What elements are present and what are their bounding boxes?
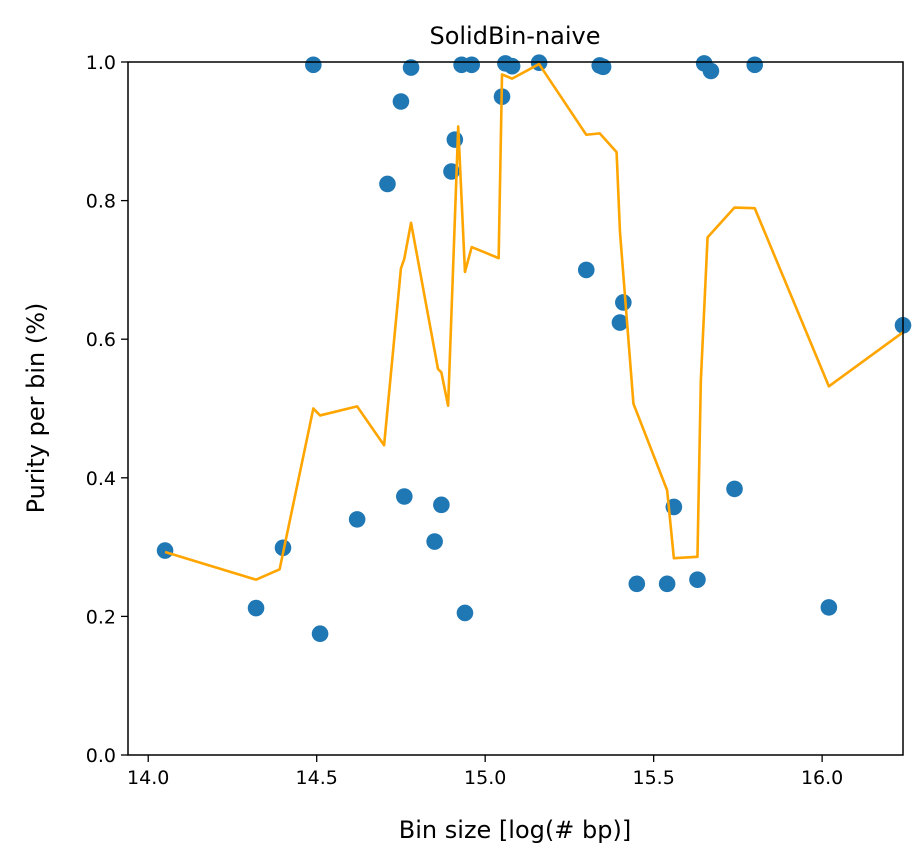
y-ticks: 0.0 0.2 0.4 0.6 0.8 1.0 [86,52,128,767]
scatter-point [392,93,410,110]
scatter-point [446,131,464,148]
scatter-point [689,571,706,588]
x-axis-label: Bin size [log(# bp)] [399,816,631,844]
scatter-point [820,599,838,616]
plot-frame [127,61,904,756]
scatter-point [305,56,322,74]
y-tick-label: 0.8 [86,191,116,213]
y-tick-label: 0.0 [86,745,116,767]
x-tick-label: 14.0 [127,767,169,789]
scatter-point [658,575,676,593]
trend-line [164,62,903,581]
scatter-point [594,58,612,76]
x-tick-label: 16.0 [801,767,843,789]
scatter-point [615,294,632,311]
plot-marks [156,54,912,643]
scatter-point [402,59,420,76]
y-tick-label: 0.2 [86,606,116,628]
x-tick-label: 15.0 [464,767,506,789]
scatter-point [503,57,521,75]
scatter-point [577,261,595,279]
y-tick-label: 0.4 [86,468,116,490]
scatter-series [156,54,912,643]
scatter-point [726,480,743,498]
scatter-point [433,496,450,514]
x-tick-label: 14.5 [296,767,338,789]
y-tick-label: 0.6 [86,329,116,351]
y-axis-label: Purity per bin (%) [22,303,50,514]
scatter-point [456,604,474,622]
y-tick-label: 1.0 [86,52,116,74]
scatter-point [348,511,366,528]
x-ticks: 14.0 14.5 15.0 15.5 16.0 [127,755,843,789]
scatter-point [611,314,629,331]
scatter-point [379,175,396,193]
scatter-point [702,62,720,80]
scatter-point [156,542,174,559]
chart-title: SolidBin-naive [429,22,600,50]
scatter-point [746,56,764,74]
scatter-point [628,575,646,593]
scatter-point [463,56,480,74]
scatter-point [426,533,443,550]
scatter-point [247,599,265,617]
x-tick-label: 15.5 [632,767,674,789]
scatter-point [396,488,413,505]
scatter-point [311,625,329,643]
